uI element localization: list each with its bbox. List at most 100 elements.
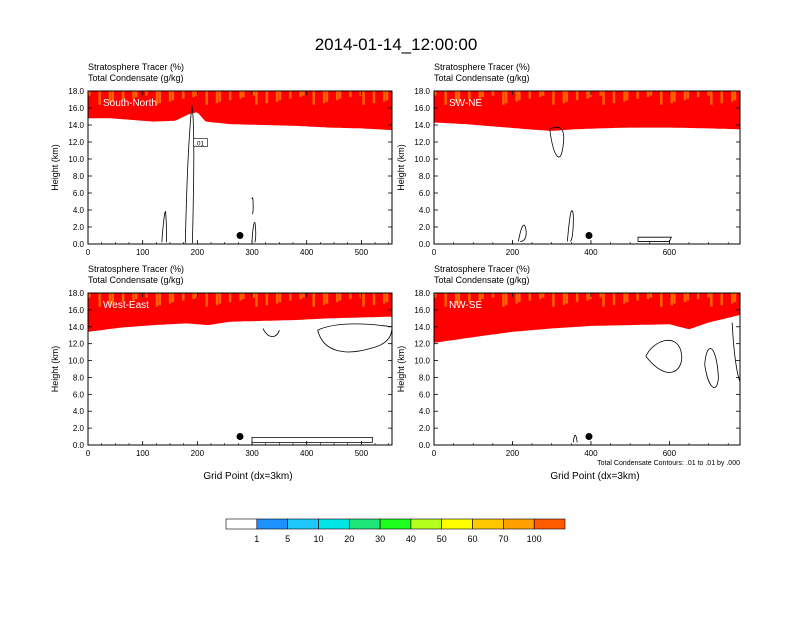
tracer-streak [575, 91, 579, 101]
condensate-contour [645, 340, 683, 373]
condensate-contour [251, 437, 373, 443]
tracer-streak [686, 91, 689, 99]
condensate-contour [731, 322, 740, 382]
x-tick-label: 200 [191, 449, 205, 458]
y-tick-label: 16.0 [414, 306, 430, 315]
location-marker [236, 232, 244, 239]
tracer-streak [302, 91, 305, 96]
tracer-streak [673, 91, 676, 102]
panel-frame [433, 90, 741, 245]
y-axis-label: Height (km) [50, 346, 60, 393]
y-tick-label: 8.0 [73, 373, 85, 382]
colorbar-label: 70 [498, 534, 508, 544]
condensate-contour [572, 434, 578, 443]
tracer-streak [562, 91, 566, 104]
inline-label-box [193, 138, 208, 147]
tracer-streak [468, 91, 471, 101]
tracer-streak [491, 293, 495, 298]
tracer-streak [218, 293, 222, 304]
tracer-streak [599, 91, 602, 96]
tracer-streak [468, 293, 471, 303]
y-tick-label: 10.0 [68, 357, 84, 366]
y-tick-label: 0.0 [419, 240, 431, 249]
x-tick-label: 600 [663, 248, 677, 257]
colorbar-label: 20 [344, 534, 354, 544]
tracer-streak [182, 91, 185, 99]
tracer-streak [242, 293, 245, 300]
condensate-contour [251, 221, 257, 243]
tracer-streak [599, 293, 602, 298]
colorbar: 1 5 10 20 30 40 50 60 70 100 [225, 518, 566, 544]
tracer-streak [171, 293, 175, 303]
y-tick-label: 6.0 [73, 390, 85, 399]
x-axis-label: Grid Point (dx=3km) [550, 471, 639, 482]
condensate-contour [184, 105, 195, 244]
tracer-streak [111, 293, 114, 304]
condensate-contour [161, 211, 167, 243]
tracer-streak [683, 293, 687, 303]
tracer-streak [265, 293, 269, 306]
y-tick-label: 8.0 [73, 172, 85, 181]
colorbar-label: 60 [467, 534, 477, 544]
panel-label-tracer: Stratosphere Tracer (%) [434, 62, 530, 72]
x-tick-label: 200 [506, 449, 520, 458]
tracer-streak [385, 293, 389, 303]
tracer-streak [325, 293, 329, 304]
y-tick-label: 4.0 [73, 407, 85, 416]
tracer-streak [155, 91, 159, 105]
tracer-band [434, 293, 740, 343]
x-tick-label: 600 [663, 449, 677, 458]
y-tick-label: 2.0 [73, 223, 85, 232]
tracer-streak [205, 91, 208, 105]
colorbar-box [503, 518, 535, 530]
tracer-streak [562, 293, 566, 306]
tracer-streak [383, 293, 386, 304]
tracer-streak [168, 293, 172, 304]
y-tick-label: 14.0 [68, 323, 84, 332]
tracer-streak [602, 91, 605, 105]
x-tick-label: 300 [245, 449, 259, 458]
colorbar-box [441, 518, 473, 530]
tracer-streak [239, 293, 242, 301]
tracer-streak [623, 91, 626, 102]
colorbar-box [348, 518, 381, 530]
colorbar-box [225, 518, 258, 530]
tracer-streak [731, 293, 734, 304]
x-tick-label: 400 [584, 449, 598, 458]
condensate-contour [549, 126, 565, 158]
tracer-streak [135, 91, 138, 98]
x-axis-label: Grid Point (dx=3km) [203, 471, 292, 482]
x-tick-label: 400 [584, 248, 598, 257]
tracer-streak [541, 91, 545, 96]
tracer-streak [255, 91, 258, 105]
tracer-streak [108, 293, 112, 306]
y-tick-label: 16.0 [68, 306, 84, 315]
panels-group: Stratosphere Tracer (%)Total Condensate … [50, 62, 741, 482]
tracer-streak [145, 293, 148, 298]
tracer-streak [338, 293, 342, 301]
tracer-streak [145, 91, 148, 96]
tracer-streak [504, 293, 508, 306]
tracer-streak [612, 293, 616, 306]
tracer-streak [552, 293, 555, 307]
y-tick-label: 18.0 [414, 289, 430, 298]
tracer-streak [502, 293, 505, 307]
colorbar-box [410, 518, 442, 530]
y-tick-label: 10.0 [414, 155, 430, 164]
tracer-streak [539, 91, 542, 98]
tracer-streak [646, 91, 650, 98]
panel-name: West-East [103, 300, 149, 311]
tracer-streak [255, 293, 258, 307]
tracer-streak [696, 293, 700, 300]
tracer-streak [88, 293, 91, 298]
panel-frame [87, 292, 393, 446]
x-tick-label: 0 [86, 248, 91, 257]
tracer-streak [372, 91, 376, 104]
x-tick-label: 100 [136, 248, 150, 257]
tracer-streak [278, 91, 282, 101]
x-tick-label: 400 [300, 248, 314, 257]
y-tick-label: 4.0 [419, 206, 431, 215]
tracer-streak [265, 91, 269, 104]
plot-area [434, 91, 740, 242]
tracer-streak [515, 293, 518, 304]
